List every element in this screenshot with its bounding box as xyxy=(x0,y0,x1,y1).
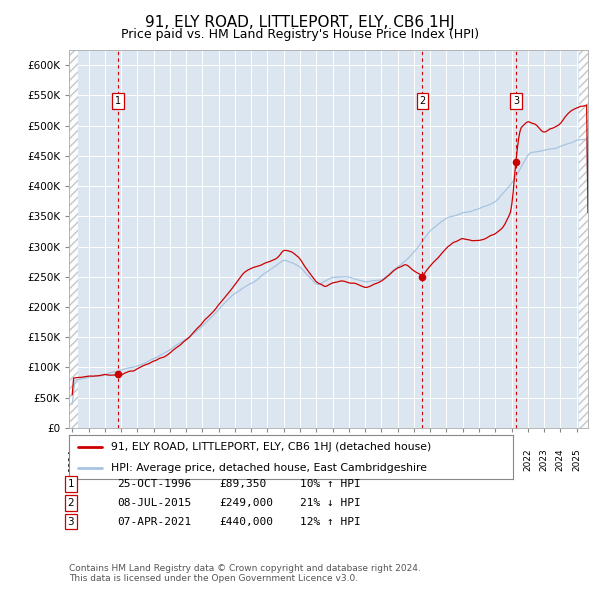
Text: 25-OCT-1996: 25-OCT-1996 xyxy=(117,479,191,489)
Text: £249,000: £249,000 xyxy=(219,498,273,507)
Text: 1998: 1998 xyxy=(133,448,142,471)
Text: 2019: 2019 xyxy=(475,448,484,471)
Text: HPI: Average price, detached house, East Cambridgeshire: HPI: Average price, detached house, East… xyxy=(111,463,427,473)
Text: 2007: 2007 xyxy=(279,448,288,471)
Text: 2006: 2006 xyxy=(263,448,272,471)
Text: 2000: 2000 xyxy=(166,448,175,471)
Text: 2008: 2008 xyxy=(296,448,305,471)
Text: 2015: 2015 xyxy=(409,448,418,471)
Text: 08-JUL-2015: 08-JUL-2015 xyxy=(117,498,191,507)
Text: 1: 1 xyxy=(115,96,121,106)
Text: 2002: 2002 xyxy=(198,448,207,471)
Text: 21% ↓ HPI: 21% ↓ HPI xyxy=(300,498,361,507)
Text: 2021: 2021 xyxy=(507,448,516,471)
Text: 2014: 2014 xyxy=(393,448,402,471)
Text: 2005: 2005 xyxy=(247,448,256,471)
Text: 1997: 1997 xyxy=(116,448,125,471)
Text: 1996: 1996 xyxy=(100,448,109,471)
Text: 3: 3 xyxy=(513,96,519,106)
Text: 2: 2 xyxy=(419,96,425,106)
Text: 2023: 2023 xyxy=(539,448,548,471)
Text: 91, ELY ROAD, LITTLEPORT, ELY, CB6 1HJ: 91, ELY ROAD, LITTLEPORT, ELY, CB6 1HJ xyxy=(145,15,455,30)
Text: 2011: 2011 xyxy=(344,448,353,471)
Text: 2018: 2018 xyxy=(458,448,467,471)
Text: 2025: 2025 xyxy=(572,448,581,471)
Text: 1995: 1995 xyxy=(84,448,93,471)
Text: 2016: 2016 xyxy=(425,448,434,471)
Text: 12% ↑ HPI: 12% ↑ HPI xyxy=(300,517,361,526)
Text: 2013: 2013 xyxy=(377,448,386,471)
Text: 2009: 2009 xyxy=(312,448,321,471)
Text: 1994: 1994 xyxy=(68,448,77,471)
Text: 3: 3 xyxy=(67,517,74,526)
Text: 2001: 2001 xyxy=(182,448,191,471)
Text: 2010: 2010 xyxy=(328,448,337,471)
Text: 2004: 2004 xyxy=(230,448,239,471)
Text: Contains HM Land Registry data © Crown copyright and database right 2024.
This d: Contains HM Land Registry data © Crown c… xyxy=(69,563,421,583)
Text: 2024: 2024 xyxy=(556,448,565,471)
Text: Price paid vs. HM Land Registry's House Price Index (HPI): Price paid vs. HM Land Registry's House … xyxy=(121,28,479,41)
Text: 1999: 1999 xyxy=(149,448,158,471)
Text: £440,000: £440,000 xyxy=(219,517,273,526)
Text: 07-APR-2021: 07-APR-2021 xyxy=(117,517,191,526)
Text: 91, ELY ROAD, LITTLEPORT, ELY, CB6 1HJ (detached house): 91, ELY ROAD, LITTLEPORT, ELY, CB6 1HJ (… xyxy=(111,442,431,452)
Text: £89,350: £89,350 xyxy=(219,479,266,489)
Text: 2: 2 xyxy=(67,498,74,507)
Text: 2017: 2017 xyxy=(442,448,451,471)
Text: 2003: 2003 xyxy=(214,448,223,471)
Text: 2020: 2020 xyxy=(491,448,500,471)
Text: 2022: 2022 xyxy=(523,448,532,471)
Text: 2012: 2012 xyxy=(361,448,370,471)
Text: 10% ↑ HPI: 10% ↑ HPI xyxy=(300,479,361,489)
Text: 1: 1 xyxy=(67,479,74,489)
